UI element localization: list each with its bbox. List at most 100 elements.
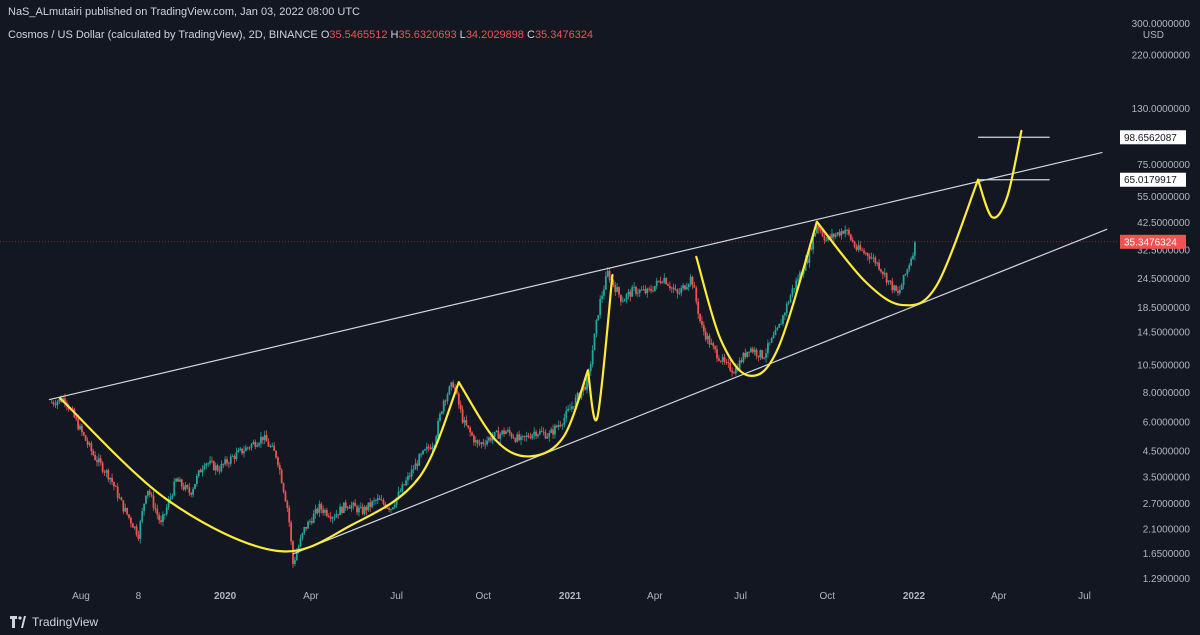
candle bbox=[439, 413, 441, 421]
candle bbox=[333, 517, 336, 519]
candle bbox=[461, 409, 464, 423]
candle bbox=[897, 290, 899, 294]
candle bbox=[180, 479, 183, 487]
candle bbox=[105, 470, 108, 473]
ohlc-value: 34.2029898 bbox=[465, 29, 524, 41]
candle bbox=[118, 497, 121, 499]
candle bbox=[82, 432, 85, 436]
candle bbox=[54, 404, 57, 406]
y-tick-label: 8.0000000 bbox=[1143, 388, 1191, 399]
candle bbox=[684, 285, 686, 290]
candle bbox=[316, 508, 319, 513]
candle bbox=[623, 299, 626, 302]
candle bbox=[427, 446, 430, 448]
candle bbox=[163, 514, 166, 515]
candle bbox=[235, 452, 238, 460]
candle bbox=[260, 436, 262, 444]
candle bbox=[109, 477, 112, 480]
candle bbox=[418, 454, 421, 466]
tradingview-logo[interactable]: TradingView bbox=[10, 615, 98, 629]
candle bbox=[250, 444, 253, 448]
candle bbox=[130, 517, 132, 524]
candle bbox=[224, 459, 227, 465]
candle bbox=[880, 269, 882, 272]
candle bbox=[912, 255, 914, 259]
last-price-tag-bg bbox=[1120, 234, 1186, 249]
candle bbox=[883, 273, 886, 275]
candle bbox=[616, 287, 619, 292]
candle bbox=[763, 357, 766, 359]
candle bbox=[721, 357, 724, 362]
candle bbox=[335, 514, 338, 518]
candle bbox=[454, 387, 456, 390]
candle bbox=[554, 425, 556, 435]
candle bbox=[512, 437, 515, 439]
candle bbox=[248, 447, 251, 449]
price-chart[interactable]: Aug 8 2020 Apr Jul Oct 2021 Apr Jul Oct 2022 Apr Jul… bbox=[0, 0, 1200, 607]
candle bbox=[471, 432, 473, 436]
candle bbox=[261, 436, 264, 441]
candle bbox=[363, 506, 366, 514]
candle bbox=[452, 382, 455, 388]
candle bbox=[124, 507, 127, 512]
y-tick-label: 18.5000000 bbox=[1137, 303, 1190, 314]
candle bbox=[718, 358, 720, 361]
candle bbox=[375, 500, 377, 502]
candle bbox=[222, 463, 225, 465]
candle bbox=[493, 431, 496, 437]
candle bbox=[740, 360, 743, 363]
candle bbox=[380, 499, 383, 501]
candle bbox=[280, 469, 283, 484]
candle bbox=[188, 487, 191, 493]
candle bbox=[131, 523, 134, 528]
candle bbox=[99, 458, 102, 463]
candle bbox=[450, 382, 453, 387]
candle bbox=[670, 287, 673, 289]
candle bbox=[523, 435, 526, 437]
candle bbox=[416, 463, 419, 466]
candle bbox=[595, 320, 598, 334]
y-tick-label: 4.5000000 bbox=[1143, 447, 1191, 458]
candle bbox=[373, 500, 375, 502]
candle bbox=[606, 270, 609, 277]
y-tick-label: 42.5000000 bbox=[1137, 218, 1190, 229]
candle bbox=[269, 446, 272, 447]
cup-curve bbox=[586, 273, 614, 422]
candle bbox=[429, 447, 432, 450]
candle bbox=[503, 430, 505, 434]
plot-area bbox=[0, 129, 1118, 568]
candle bbox=[914, 242, 916, 256]
y-tick-label: 2.1000000 bbox=[1143, 524, 1191, 535]
candle bbox=[254, 441, 257, 447]
ohlc-value: 35.5465512 bbox=[329, 29, 388, 41]
x-tick-label: 2022 bbox=[903, 591, 926, 602]
candle bbox=[497, 430, 500, 439]
candle bbox=[783, 313, 786, 316]
candle bbox=[714, 346, 717, 350]
candle bbox=[689, 276, 692, 285]
candle bbox=[748, 351, 750, 353]
candle bbox=[848, 229, 850, 235]
candle bbox=[770, 338, 773, 343]
candle bbox=[390, 509, 392, 510]
candle bbox=[399, 491, 402, 493]
candle bbox=[742, 352, 745, 363]
candle bbox=[697, 301, 700, 315]
candle bbox=[682, 285, 684, 289]
currency-label: USD bbox=[1143, 30, 1164, 41]
candle bbox=[152, 495, 155, 508]
candle bbox=[184, 485, 187, 490]
candle bbox=[840, 231, 843, 236]
candle bbox=[326, 510, 328, 516]
candle bbox=[652, 290, 654, 292]
candle bbox=[508, 430, 511, 434]
candle bbox=[401, 484, 404, 492]
candle bbox=[716, 349, 718, 359]
candle bbox=[233, 456, 236, 460]
candle bbox=[604, 276, 607, 290]
candle bbox=[339, 506, 341, 516]
candle bbox=[207, 463, 210, 465]
candle bbox=[444, 400, 447, 402]
price-tag-lower: 65.0179917 bbox=[1124, 175, 1177, 186]
candle bbox=[120, 497, 123, 501]
